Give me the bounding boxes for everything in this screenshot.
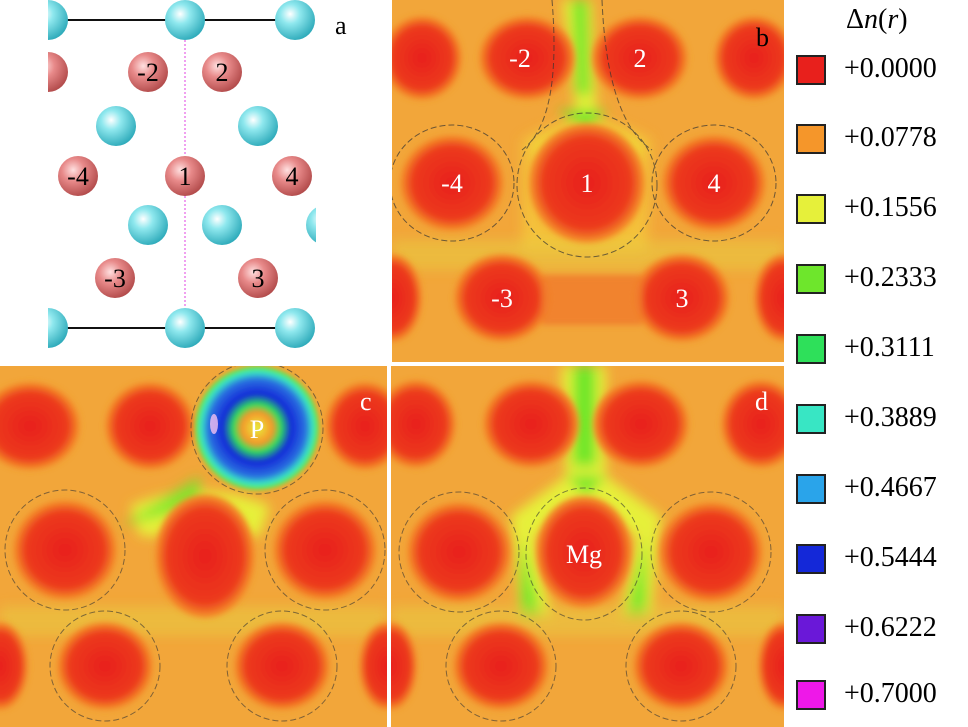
legend-entry: +0.4667 [796,472,968,510]
legend-swatch [796,194,826,224]
panel-b-density-map: -2 2 -4 1 4 -3 3 b [392,0,784,362]
cation-atom [48,52,68,92]
anion-atom [275,308,315,348]
panel-d-density-map: Mg d [391,366,784,727]
panel-a-structure: -2 2 -4 1 4 -3 3 a [0,0,390,362]
legend-label: +0.2333 [844,262,937,293]
legend-title-paren: ) [898,4,908,35]
structure-diagram: -2 2 -4 1 4 -3 3 a [48,0,347,348]
site-label: 3 [676,284,689,313]
cation-atom [128,52,168,92]
legend-entry: +0.3111 [796,332,968,370]
legend-label: +0.4667 [844,472,937,503]
legend-title-symbol: Δ [846,4,865,35]
anion-atom [202,205,242,245]
site-label: -2 [137,58,159,87]
cation-atom [58,156,98,196]
legend-label: +0.6222 [844,612,937,643]
anion-atom [96,106,136,146]
panel-separator [387,362,391,727]
cation-atom [202,52,242,92]
site-label: -3 [491,284,513,313]
dopant-label: Mg [566,540,602,569]
legend-swatch [796,334,826,364]
legend-entry: +0.0000 [796,53,968,91]
site-label: 3 [252,264,265,293]
legend-label: +0.7000 [844,678,937,709]
panel-letter-c: c [360,387,372,416]
legend-entry: +0.0778 [796,122,968,160]
legend-title-argument: r [887,4,899,35]
legend-entry: +0.1556 [796,192,968,230]
panel-c-density-map: P c [0,366,387,727]
cation-atom [238,258,278,298]
site-label: -4 [67,162,89,191]
panel-separator [0,362,784,366]
legend-title-paren: ( [878,4,888,35]
site-label: 2 [634,44,647,73]
legend-swatch [796,264,826,294]
legend-label: +0.0000 [844,53,937,84]
anion-atom [238,106,278,146]
legend-swatch [796,55,826,85]
legend-swatch [796,404,826,434]
anion-atom [165,308,205,348]
site-label: -3 [104,264,126,293]
panel-letter-a: a [335,11,347,40]
anion-atom [165,0,205,40]
legend-entry: +0.3889 [796,402,968,440]
legend-swatch [796,614,826,644]
site-label: 4 [708,169,721,198]
panel-letter-d: d [755,387,768,416]
anion-atom [48,308,68,348]
legend-swatch [796,680,826,710]
anion-atom [306,207,316,243]
legend-label: +0.0778 [844,122,937,153]
legend-entry: +0.5444 [796,542,968,580]
legend-swatch [796,124,826,154]
legend-entry: +0.2333 [796,262,968,300]
dopant-label: P [250,415,264,444]
legend-label: +0.5444 [844,542,937,573]
density-map-d: Mg d [391,366,784,727]
cation-atom [272,156,312,196]
legend-label: +0.1556 [844,192,937,223]
site-label: 1 [581,169,594,198]
site-label: 4 [286,162,299,191]
panel-letter-b: b [756,23,769,52]
density-map-b: -2 2 -4 1 4 -3 3 b [392,0,784,362]
site-label: 2 [216,58,229,87]
legend-swatch [796,474,826,504]
cation-atom [95,258,135,298]
anion-atom [48,0,68,40]
site-label: -4 [441,169,463,198]
site-label: -2 [509,44,531,73]
legend-swatch [796,544,826,574]
legend-label: +0.3111 [844,332,935,363]
cation-atom [165,156,205,196]
density-map-c: P c [0,366,387,727]
legend-label: +0.3889 [844,402,937,433]
legend-title: Δn(r) [846,4,908,36]
legend-entry: +0.6222 [796,612,968,650]
legend-title-variable: n [864,4,879,35]
legend-entry: +0.7000 [796,678,968,716]
anion-atom [128,205,168,245]
site-label: 1 [179,162,192,191]
anion-atom [275,0,315,40]
